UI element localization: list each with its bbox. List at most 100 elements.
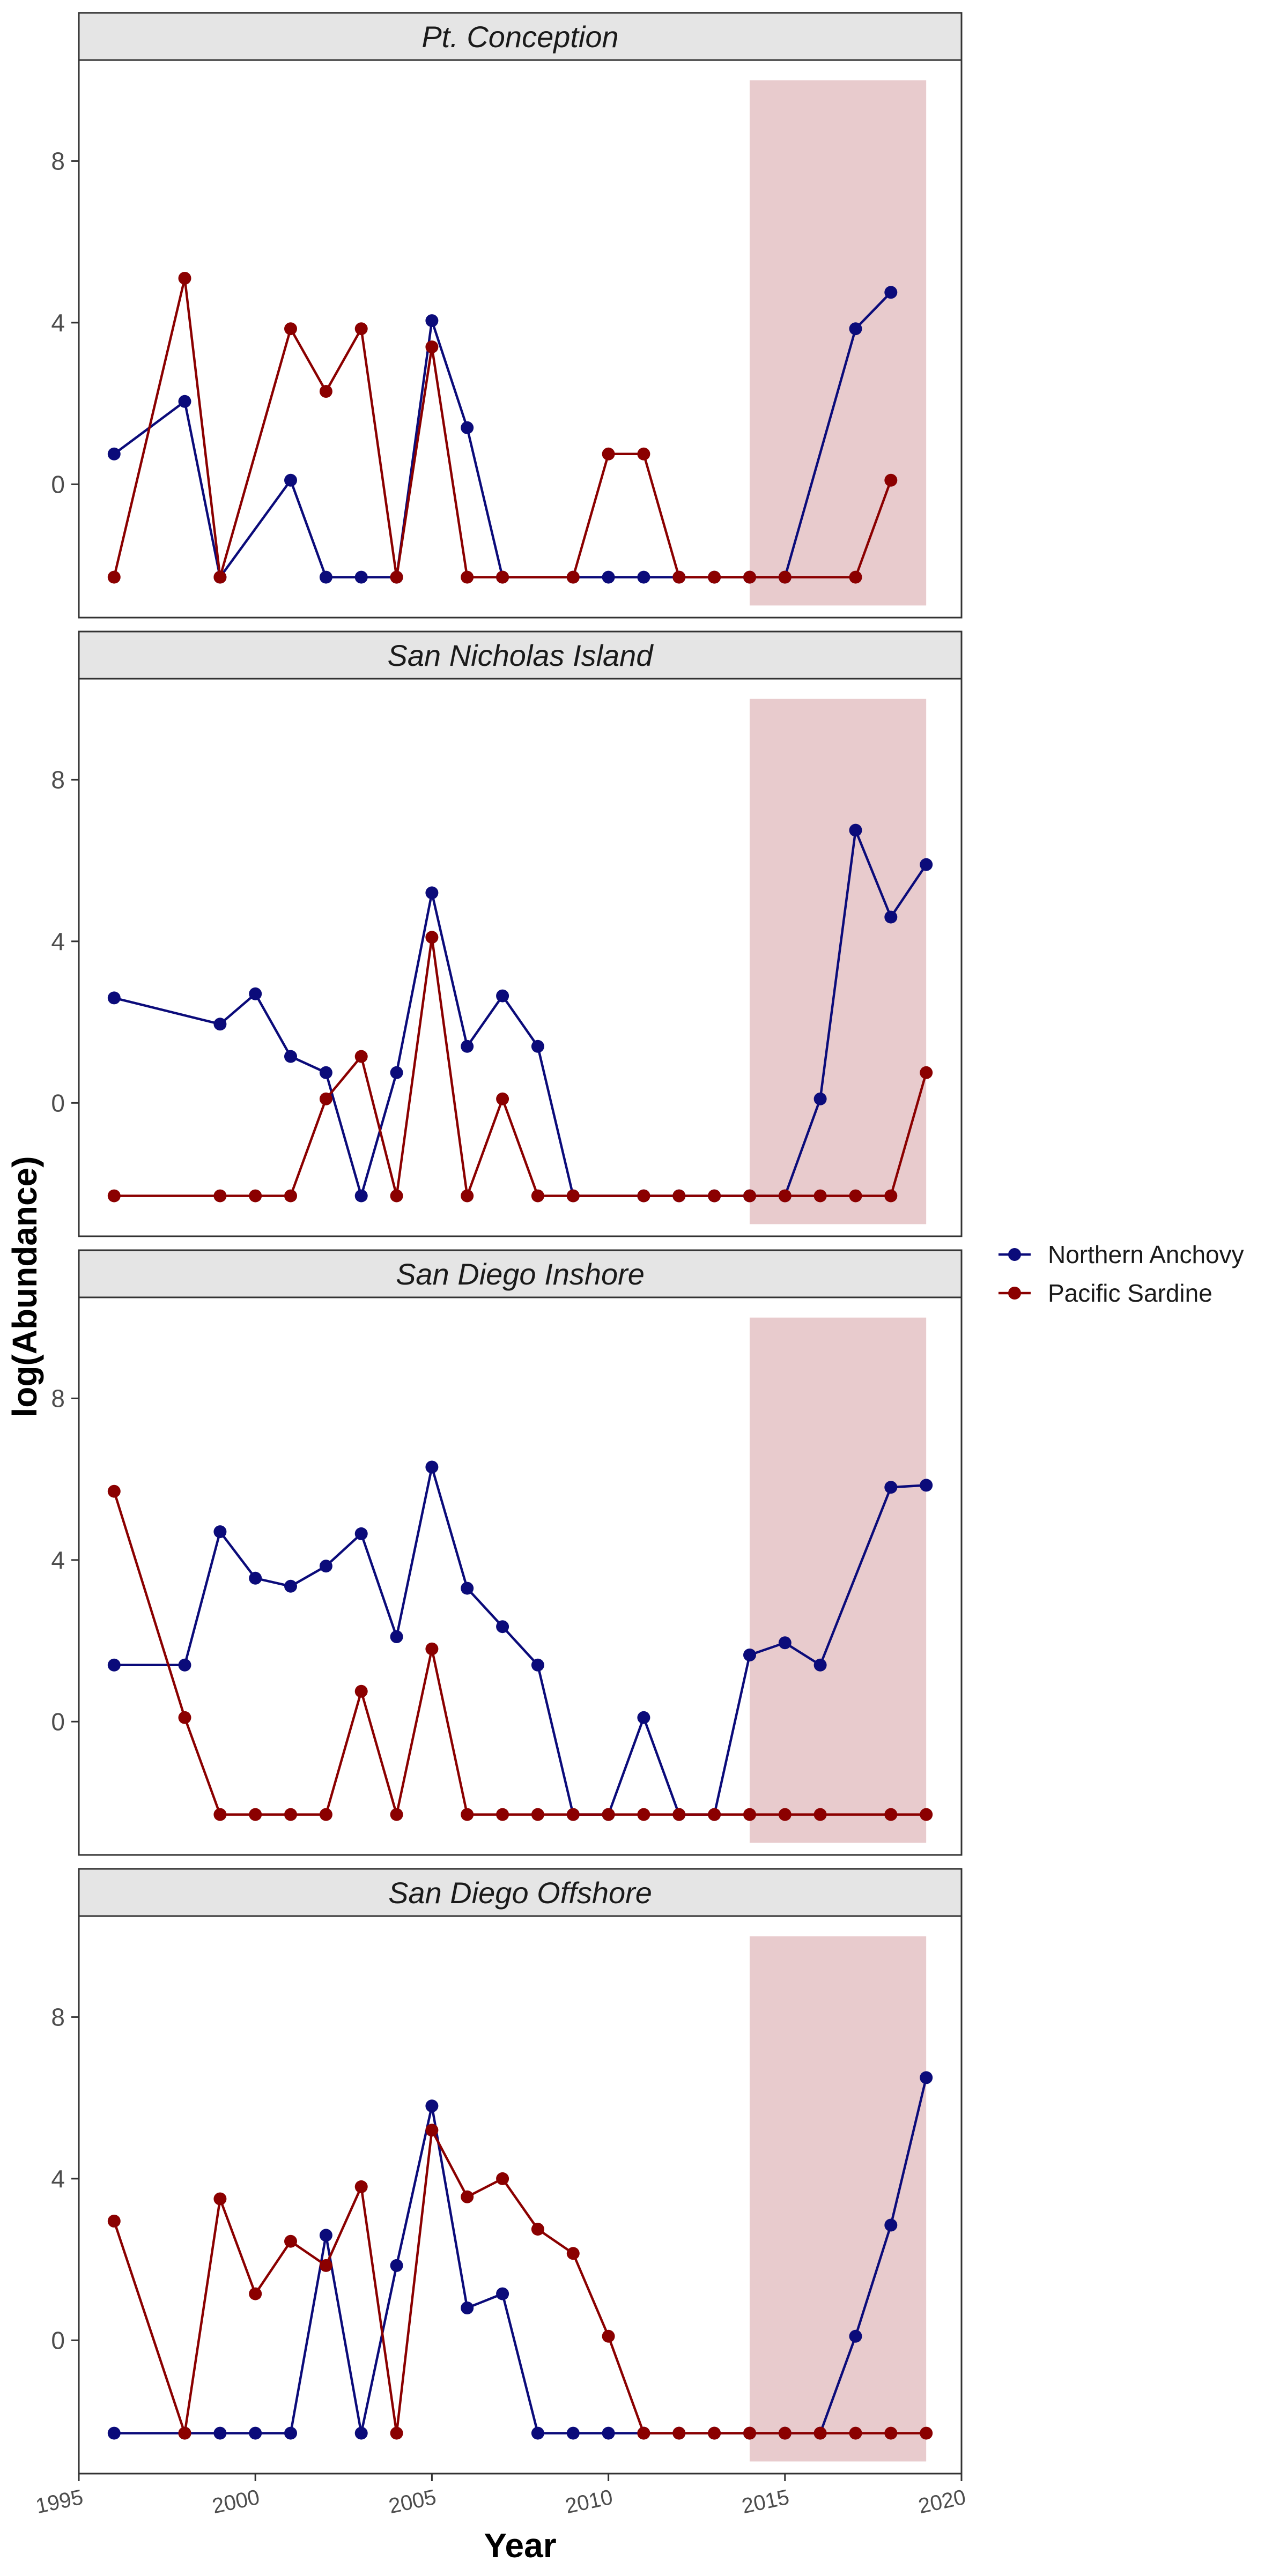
data-point-northern-anchovy: [778, 1636, 792, 1650]
x-axis: 1995 2000 2005 2010 2015 2020: [34, 2474, 968, 2518]
data-point-northern-anchovy: [178, 1658, 191, 1672]
data-point-pacific-sardine: [778, 1808, 792, 1821]
data-point-pacific-sardine: [354, 2180, 368, 2193]
y-tick-label: 4: [51, 1546, 65, 1574]
data-point-northern-anchovy: [496, 1620, 509, 1634]
series-line-pacific-sardine: [113, 1491, 927, 1816]
data-point-pacific-sardine: [708, 1808, 721, 1821]
data-point-pacific-sardine: [213, 2192, 227, 2206]
panel-title: San Diego Inshore: [396, 1257, 645, 1291]
data-point-northern-anchovy: [884, 2218, 898, 2232]
y-tick-label: 4: [51, 309, 65, 337]
data-point-pacific-sardine: [743, 1808, 756, 1821]
y-tick-label: 8: [51, 2003, 65, 2031]
y-axis-title: log(Abundance): [5, 1156, 44, 1417]
data-point-pacific-sardine: [708, 2426, 721, 2440]
data-point-pacific-sardine: [849, 2426, 862, 2440]
data-point-pacific-sardine: [354, 322, 368, 336]
data-point-pacific-sardine: [743, 570, 756, 584]
data-point-pacific-sardine: [107, 2215, 121, 2228]
data-point-pacific-sardine: [249, 1808, 262, 1821]
data-point-northern-anchovy: [461, 2302, 474, 2314]
data-point-northern-anchovy: [637, 570, 650, 584]
data-point-pacific-sardine: [566, 1189, 580, 1202]
data-point-pacific-sardine: [602, 1808, 615, 1821]
data-point-pacific-sardine: [637, 2426, 650, 2440]
data-point-northern-anchovy: [354, 570, 368, 584]
highlight-period: [749, 1317, 927, 1843]
panel-san-diego-offshore: San Diego Offshore 0 4 8: [51, 1868, 963, 2475]
data-point-northern-anchovy: [249, 1571, 262, 1585]
legend-key-point: [1008, 1287, 1021, 1300]
data-point-pacific-sardine: [425, 340, 439, 354]
data-point-pacific-sardine: [284, 1808, 297, 1821]
data-point-northern-anchovy: [425, 2099, 439, 2113]
data-point-northern-anchovy: [354, 1189, 368, 1202]
data-point-pacific-sardine: [637, 1189, 650, 1202]
data-point-northern-anchovy: [354, 1527, 368, 1540]
data-point-northern-anchovy: [884, 286, 898, 299]
data-point-northern-anchovy: [319, 1560, 332, 1573]
x-tick-label: 2020: [916, 2485, 968, 2519]
legend-label-northern-anchovy: Northern Anchovy: [1048, 1241, 1244, 1268]
data-point-pacific-sardine: [672, 570, 686, 584]
data-point-northern-anchovy: [213, 1525, 227, 1539]
data-point-pacific-sardine: [672, 1808, 686, 1821]
data-point-northern-anchovy: [920, 1479, 933, 1492]
data-point-pacific-sardine: [743, 1189, 756, 1202]
data-point-pacific-sardine: [708, 1189, 721, 1202]
y-tick-label: 0: [51, 1089, 65, 1117]
data-point-northern-anchovy: [496, 2287, 509, 2300]
data-point-northern-anchovy: [425, 1460, 439, 1474]
data-point-pacific-sardine: [531, 2223, 544, 2236]
x-tick-label: 1995: [34, 2485, 85, 2519]
panel-pt-conception: Pt. Conception 0 4 8: [51, 12, 963, 619]
data-point-pacific-sardine: [461, 1808, 474, 1821]
data-point-pacific-sardine: [461, 1189, 474, 1202]
data-point-pacific-sardine: [213, 1189, 227, 1202]
panel-san-diego-inshore: San Diego Inshore 0 4 8: [51, 1249, 963, 1856]
data-point-northern-anchovy: [284, 473, 297, 487]
data-point-pacific-sardine: [107, 570, 121, 584]
data-point-pacific-sardine: [496, 2172, 509, 2185]
data-point-pacific-sardine: [390, 2426, 403, 2440]
data-point-pacific-sardine: [461, 570, 474, 584]
data-point-pacific-sardine: [884, 1808, 898, 1821]
x-tick-label: 2015: [739, 2485, 791, 2519]
data-point-northern-anchovy: [813, 1658, 827, 1672]
data-point-pacific-sardine: [920, 2426, 933, 2440]
x-axis-title: Year: [484, 2526, 556, 2565]
data-point-pacific-sardine: [496, 1092, 509, 1105]
data-point-pacific-sardine: [425, 1642, 439, 1656]
y-tick-label: 8: [51, 1384, 65, 1412]
data-point-northern-anchovy: [920, 2071, 933, 2084]
data-point-pacific-sardine: [602, 2329, 615, 2343]
data-point-northern-anchovy: [637, 1711, 650, 1724]
data-point-pacific-sardine: [566, 1808, 580, 1821]
highlight-period: [749, 80, 927, 606]
data-point-pacific-sardine: [425, 2124, 439, 2137]
data-point-pacific-sardine: [778, 2426, 792, 2440]
data-point-pacific-sardine: [319, 2259, 332, 2272]
data-point-pacific-sardine: [566, 2247, 580, 2260]
data-point-northern-anchovy: [107, 991, 121, 1005]
panel-strip: [78, 630, 963, 680]
data-point-pacific-sardine: [284, 1189, 297, 1202]
data-point-pacific-sardine: [496, 1808, 509, 1821]
data-point-northern-anchovy: [213, 1018, 227, 1031]
data-point-northern-anchovy: [531, 1658, 544, 1672]
data-point-pacific-sardine: [637, 1808, 650, 1821]
data-point-northern-anchovy: [425, 314, 439, 328]
data-point-pacific-sardine: [425, 931, 439, 944]
data-point-pacific-sardine: [213, 1808, 227, 1821]
data-point-northern-anchovy: [849, 823, 862, 837]
data-point-pacific-sardine: [178, 1711, 191, 1724]
data-point-northern-anchovy: [602, 2426, 615, 2440]
data-point-pacific-sardine: [284, 2234, 297, 2248]
y-tick-label: 8: [51, 147, 65, 175]
data-point-pacific-sardine: [107, 1484, 121, 1498]
data-point-pacific-sardine: [284, 322, 297, 336]
data-point-pacific-sardine: [849, 570, 862, 584]
